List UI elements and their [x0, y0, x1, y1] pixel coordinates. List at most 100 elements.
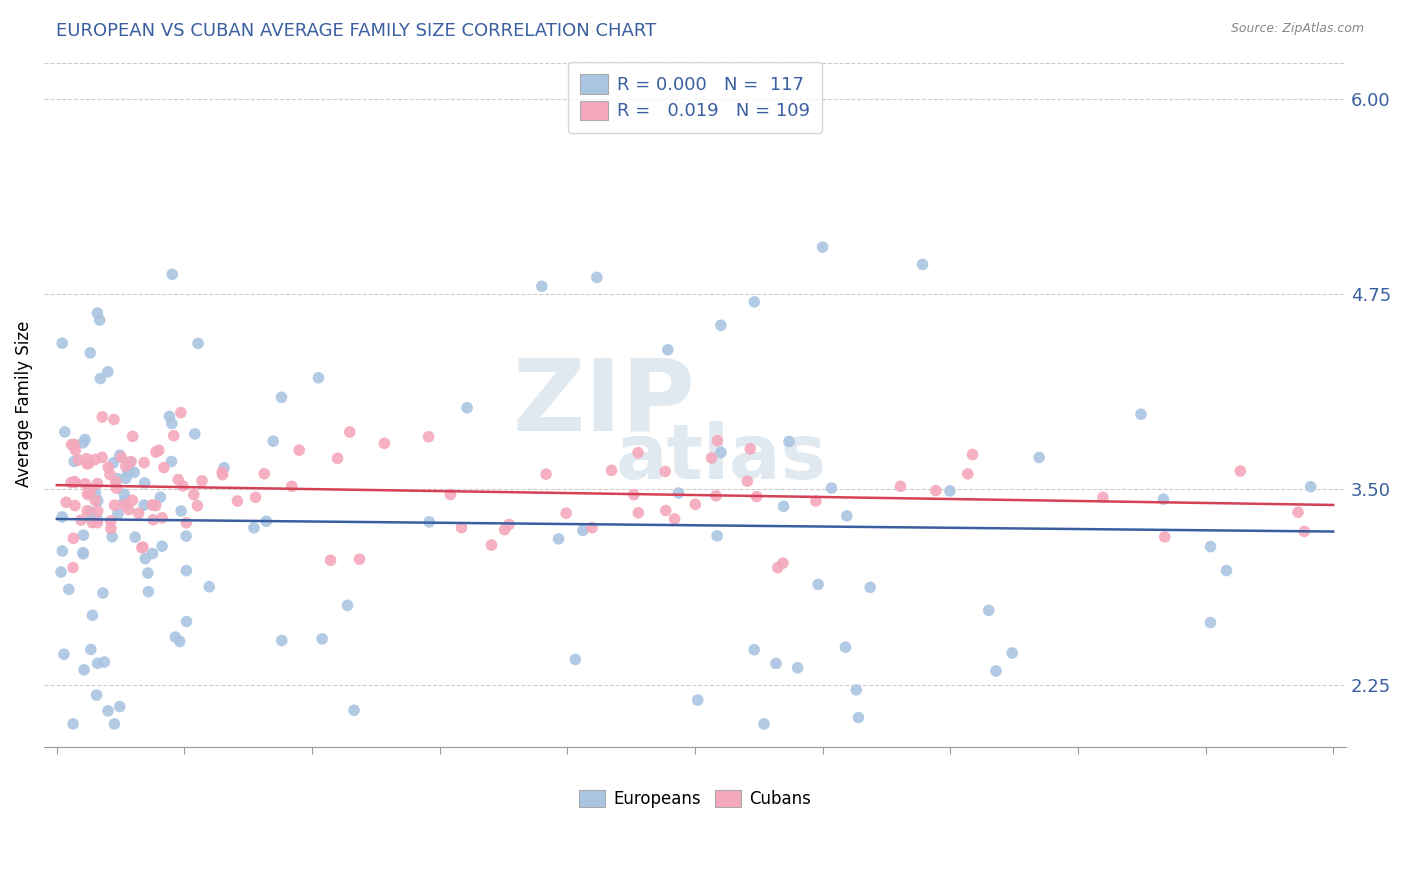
Point	[1229, 464, 1251, 478]
Point	[339, 425, 361, 439]
Text: Source: ZipAtlas.com: Source: ZipAtlas.com	[1230, 22, 1364, 36]
Point	[86, 306, 108, 320]
Point	[170, 406, 193, 420]
Point	[145, 499, 167, 513]
Point	[72, 547, 94, 561]
Point	[778, 434, 800, 449]
Point	[80, 511, 103, 525]
Point	[262, 434, 284, 449]
Point	[326, 451, 349, 466]
Point	[122, 466, 145, 480]
Point	[91, 450, 114, 465]
Point	[157, 409, 180, 424]
Point	[845, 682, 868, 697]
Point	[655, 503, 678, 517]
Point	[124, 530, 146, 544]
Point	[170, 504, 193, 518]
Point	[745, 490, 768, 504]
Point	[91, 586, 114, 600]
Point	[100, 514, 122, 528]
Point	[63, 475, 86, 489]
Point	[807, 577, 830, 591]
Point	[101, 530, 124, 544]
Point	[183, 488, 205, 502]
Point	[89, 371, 111, 385]
Point	[72, 528, 94, 542]
Point	[706, 434, 728, 448]
Point	[187, 336, 209, 351]
Point	[226, 494, 249, 508]
Point	[212, 460, 235, 475]
Point	[76, 504, 98, 518]
Point	[97, 365, 120, 379]
Point	[65, 443, 87, 458]
Point	[859, 580, 882, 594]
Point	[740, 442, 762, 456]
Point	[786, 661, 808, 675]
Point	[103, 456, 125, 470]
Point	[76, 457, 98, 471]
Point	[132, 498, 155, 512]
Point	[63, 437, 86, 451]
Point	[73, 433, 96, 447]
Point	[97, 460, 120, 475]
Point	[62, 560, 84, 574]
Point	[572, 524, 595, 538]
Point	[700, 450, 723, 465]
Point	[150, 539, 173, 553]
Point	[534, 467, 557, 482]
Point	[107, 472, 129, 486]
Point	[73, 663, 96, 677]
Point	[103, 717, 125, 731]
Point	[439, 487, 461, 501]
Point	[115, 471, 138, 485]
Point	[87, 493, 110, 508]
Point	[654, 465, 676, 479]
Point	[176, 615, 198, 629]
Point	[685, 497, 707, 511]
Point	[343, 703, 366, 717]
Point	[766, 560, 789, 574]
Point	[128, 506, 150, 520]
Point	[51, 544, 73, 558]
Point	[49, 565, 72, 579]
Point	[120, 455, 142, 469]
Point	[174, 529, 197, 543]
Point	[627, 506, 650, 520]
Point	[555, 506, 578, 520]
Point	[176, 516, 198, 530]
Point	[84, 487, 107, 501]
Point	[1091, 491, 1114, 505]
Point	[925, 483, 948, 498]
Point	[848, 710, 870, 724]
Point	[169, 634, 191, 648]
Point	[911, 257, 934, 271]
Point	[623, 488, 645, 502]
Point	[243, 521, 266, 535]
Point	[804, 494, 827, 508]
Point	[744, 294, 766, 309]
Point	[1153, 530, 1175, 544]
Point	[657, 343, 679, 357]
Point	[121, 493, 143, 508]
Point	[86, 516, 108, 530]
Point	[132, 540, 155, 554]
Point	[72, 435, 94, 450]
Point	[706, 529, 728, 543]
Point	[186, 499, 208, 513]
Point	[117, 465, 139, 479]
Point	[1294, 524, 1316, 539]
Point	[162, 267, 184, 281]
Point	[1028, 450, 1050, 465]
Point	[150, 511, 173, 525]
Point	[108, 448, 131, 462]
Point	[93, 655, 115, 669]
Point	[89, 313, 111, 327]
Point	[80, 642, 103, 657]
Point	[1130, 407, 1153, 421]
Point	[172, 479, 194, 493]
Point	[984, 664, 1007, 678]
Point	[121, 429, 143, 443]
Point	[63, 475, 86, 490]
Point	[270, 633, 292, 648]
